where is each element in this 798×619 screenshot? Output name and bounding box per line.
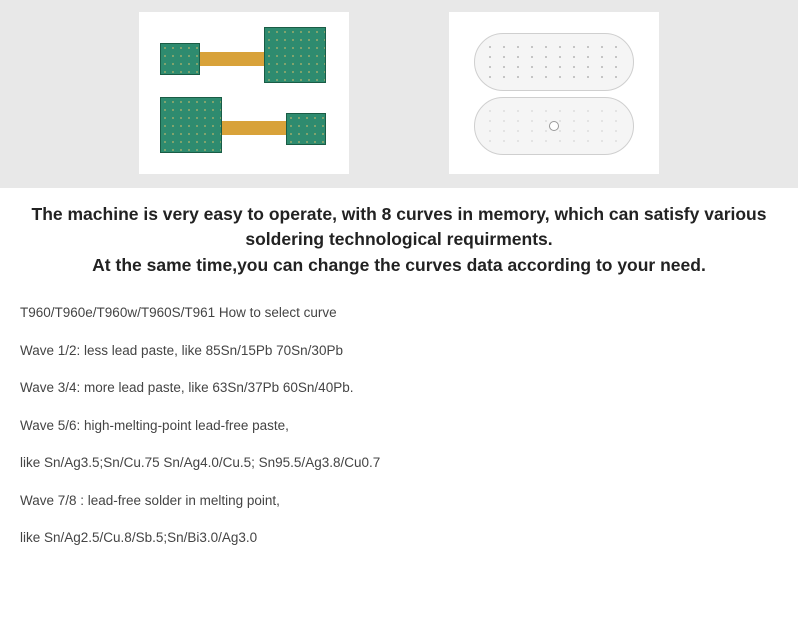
body-text: T960/T960e/T960w/T960S/T961 How to selec… <box>0 284 798 577</box>
text-line: Wave 1/2: less lead paste, like 85Sn/15P… <box>20 342 778 360</box>
image-panel <box>0 0 798 188</box>
text-line: Wave 7/8 : lead-free solder in melting p… <box>20 492 778 510</box>
text-line: like Sn/Ag3.5;Sn/Cu.75 Sn/Ag4.0/Cu.5; Sn… <box>20 454 778 472</box>
flex-pcb-illustration <box>154 23 334 163</box>
text-line: Wave 3/4: more lead paste, like 63Sn/37P… <box>20 379 778 397</box>
headline: The machine is very easy to operate, wit… <box>0 188 798 284</box>
product-image-aluminum-pcb <box>449 12 659 174</box>
text-line: like Sn/Ag2.5/Cu.8/Sb.5;Sn/Bi3.0/Ag3.0 <box>20 529 778 547</box>
text-line: Wave 5/6: high-melting-point lead-free p… <box>20 417 778 435</box>
headline-line-2: At the same time,you can change the curv… <box>24 253 774 278</box>
headline-line-1: The machine is very easy to operate, wit… <box>24 202 774 253</box>
text-line: T960/T960e/T960w/T960S/T961 How to selec… <box>20 304 778 322</box>
aluminum-pcb-illustration <box>464 23 644 163</box>
product-image-flex-pcb <box>139 12 349 174</box>
